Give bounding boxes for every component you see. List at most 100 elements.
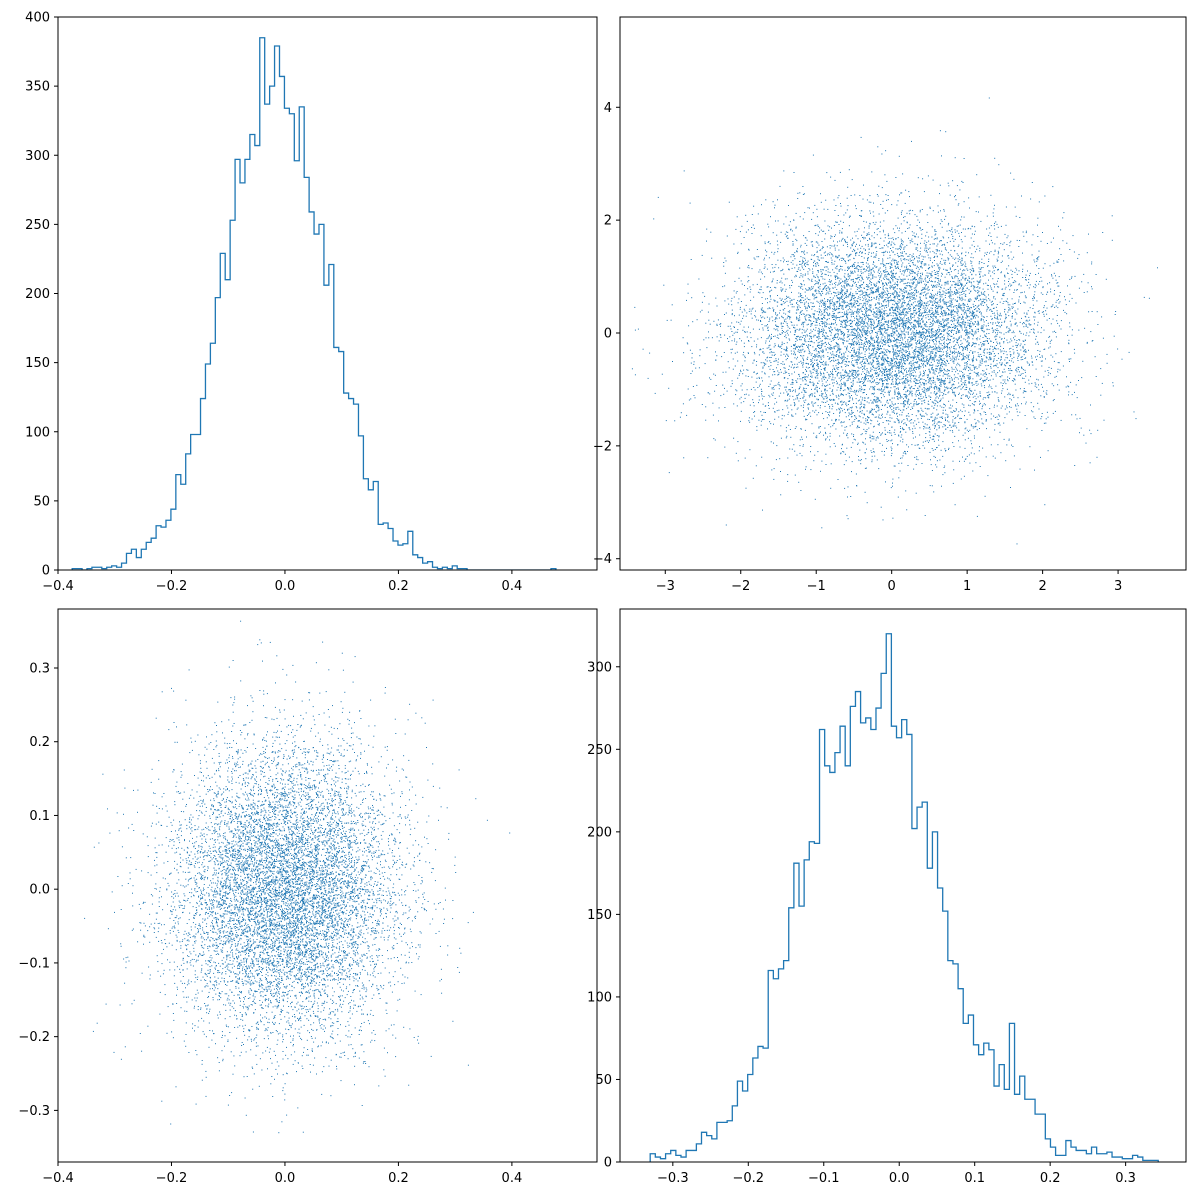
scatter-point bbox=[896, 365, 898, 366]
scatter-point bbox=[850, 316, 852, 318]
scatter-point bbox=[903, 288, 905, 290]
scatter-point bbox=[856, 389, 858, 391]
scatter-point bbox=[856, 407, 858, 409]
scatter-point bbox=[950, 304, 952, 306]
scatter-point bbox=[1011, 284, 1013, 286]
scatter-point bbox=[914, 356, 916, 358]
scatter-point bbox=[986, 368, 988, 370]
scatter-point bbox=[1007, 235, 1009, 237]
scatter-point bbox=[931, 386, 933, 388]
scatter-point bbox=[831, 399, 833, 401]
scatter-point bbox=[842, 343, 844, 345]
scatter-point bbox=[926, 281, 928, 283]
scatter-point bbox=[774, 266, 776, 268]
scatter-point bbox=[816, 437, 818, 439]
scatter-point bbox=[934, 301, 936, 303]
scatter-point bbox=[959, 352, 961, 354]
scatter-point bbox=[871, 299, 873, 300]
scatter-point bbox=[815, 318, 817, 320]
scatter-point bbox=[764, 243, 766, 245]
scatter-point bbox=[936, 313, 938, 315]
scatter-point bbox=[897, 346, 899, 348]
scatter-point bbox=[908, 285, 910, 286]
scatter-point bbox=[942, 293, 944, 295]
scatter-point bbox=[892, 332, 894, 334]
scatter-point bbox=[718, 420, 719, 422]
scatter-point bbox=[834, 236, 835, 237]
scatter-point bbox=[869, 304, 871, 306]
scatter-point bbox=[941, 416, 943, 418]
scatter-point bbox=[961, 290, 963, 292]
scatter-point bbox=[744, 457, 746, 459]
scatter-point bbox=[891, 426, 893, 428]
scatter-point bbox=[903, 381, 905, 383]
scatter-point bbox=[774, 411, 776, 413]
scatter-point bbox=[948, 313, 950, 315]
scatter-point bbox=[913, 356, 915, 358]
scatter-point bbox=[847, 379, 849, 381]
scatter-point bbox=[782, 257, 784, 259]
scatter-point bbox=[823, 316, 824, 318]
scatter-point bbox=[767, 308, 769, 310]
scatter-point bbox=[792, 415, 794, 417]
scatter-point bbox=[919, 209, 921, 211]
scatter-point bbox=[931, 485, 933, 487]
scatter-point bbox=[886, 406, 888, 408]
scatter-point bbox=[938, 436, 940, 438]
scatter-point bbox=[896, 204, 898, 206]
scatter-point bbox=[878, 468, 880, 470]
scatter-point bbox=[913, 378, 915, 380]
scatter-point bbox=[776, 280, 778, 281]
scatter-point bbox=[897, 305, 899, 307]
scatter-point bbox=[908, 301, 910, 303]
scatter-point bbox=[833, 225, 835, 226]
scatter-point bbox=[806, 310, 808, 312]
scatter-point bbox=[983, 411, 985, 413]
scatter-point bbox=[839, 302, 841, 304]
scatter-point bbox=[862, 268, 864, 270]
scatter-point bbox=[964, 323, 966, 325]
scatter-point bbox=[913, 400, 915, 402]
scatter-point bbox=[1004, 233, 1006, 235]
scatter-point bbox=[1033, 286, 1035, 288]
scatter-point bbox=[881, 291, 883, 293]
scatter-point bbox=[820, 309, 822, 311]
scatter-point bbox=[985, 456, 987, 458]
scatter-point bbox=[769, 340, 770, 342]
scatter-point bbox=[897, 318, 899, 320]
scatter-point bbox=[928, 314, 930, 316]
scatter-point bbox=[1077, 257, 1079, 259]
scatter-point bbox=[822, 350, 824, 352]
scatter-point bbox=[821, 378, 823, 380]
scatter-point bbox=[964, 284, 966, 286]
scatter-point bbox=[973, 285, 975, 287]
scatter-point bbox=[1001, 338, 1003, 340]
scatter-point bbox=[916, 390, 918, 392]
scatter-point bbox=[963, 359, 965, 360]
scatter-point bbox=[930, 380, 932, 382]
scatter-point bbox=[789, 287, 791, 289]
scatter-point bbox=[804, 273, 806, 275]
scatter-point bbox=[736, 216, 738, 218]
scatter-point bbox=[997, 250, 999, 252]
scatter-point bbox=[995, 339, 997, 341]
scatter-point bbox=[872, 349, 874, 351]
scatter-point bbox=[996, 405, 998, 407]
scatter-point bbox=[1020, 373, 1022, 375]
scatter-point bbox=[818, 336, 820, 338]
scatter-point bbox=[881, 342, 883, 344]
scatter-point bbox=[888, 314, 890, 316]
scatter-point bbox=[940, 275, 942, 277]
scatter-point bbox=[743, 326, 745, 328]
scatter-point bbox=[802, 377, 804, 378]
scatter-point bbox=[919, 320, 921, 322]
scatter-point bbox=[803, 415, 805, 417]
scatter-point bbox=[838, 280, 840, 282]
scatter-point bbox=[740, 420, 741, 422]
scatter-point bbox=[910, 294, 912, 296]
scatter-point bbox=[898, 392, 900, 394]
scatter-point bbox=[868, 318, 870, 320]
scatter-point bbox=[858, 315, 860, 317]
scatter-point bbox=[939, 371, 941, 373]
scatter-point bbox=[860, 240, 861, 242]
